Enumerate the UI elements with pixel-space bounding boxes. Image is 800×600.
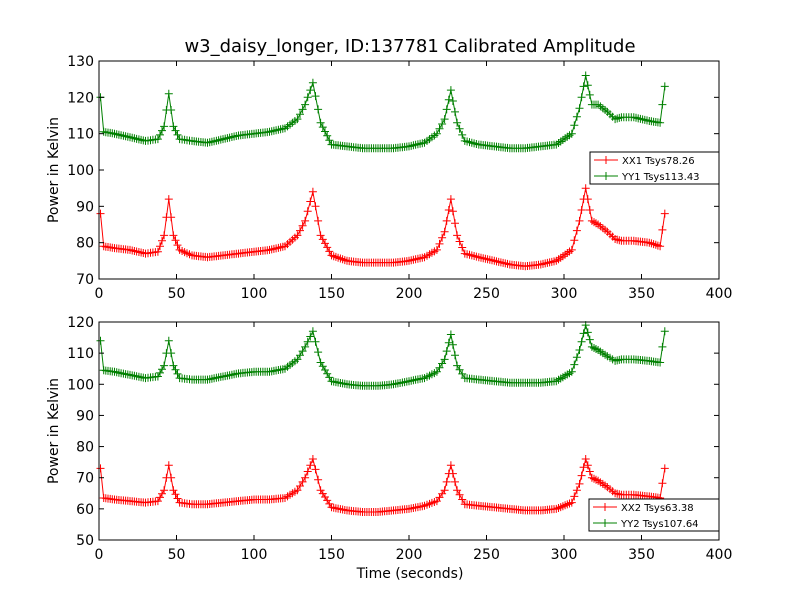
- y-tick-label: 110: [67, 127, 94, 143]
- top-panel-ylabel: Power in Kelvin: [46, 117, 62, 223]
- bottom-panel: 0 50 100 150 200 250 300 350 4005060708090100110…: [46, 315, 732, 582]
- y-tick-label: 100: [67, 163, 94, 179]
- series-markers: [96, 455, 669, 516]
- legend-entry: YY1 Tsys113.43: [594, 172, 700, 183]
- y-tick-label: 50: [76, 533, 94, 549]
- legend-marker-xx2: [601, 503, 609, 511]
- y-tick-label: 120: [67, 315, 94, 331]
- x-tick-label: 150: [318, 547, 345, 563]
- x-tick-label: 300: [551, 547, 578, 563]
- x-tick-label: 0: [95, 286, 104, 302]
- y-tick-label: 70: [76, 471, 94, 487]
- y-tick-label: 70: [76, 272, 94, 288]
- top-panel: 0 50 100 150 200 250 300 350 400 70 80 90 100 110 120 1…: [46, 54, 732, 302]
- x-tick-label: 250: [473, 547, 500, 563]
- legend-label-yy1: YY1 Tsys113.43: [621, 172, 700, 183]
- x-tick-label: 200: [396, 286, 423, 302]
- y-tick-label: 120: [67, 90, 94, 106]
- bottom-panel-series: [96, 321, 669, 516]
- legend-entry: YY2 Tsys107.64: [593, 519, 699, 530]
- y-tick-label: 100: [67, 377, 94, 393]
- x-tick-label: 0: [95, 547, 104, 563]
- bottom-panel-xlabel: Time (seconds): [356, 566, 464, 582]
- top-panel-series: [96, 71, 669, 271]
- top-panel-ticks: 0 50 100 150 200 250 300 350 400 70 80 90 100 110 120 1…: [67, 54, 732, 302]
- bottom-panel-legend: XX2 Tsys63.38 YY2 Tsys107.64: [588, 498, 720, 532]
- x-tick-label: 250: [473, 286, 500, 302]
- y-tick-label: 80: [76, 236, 94, 252]
- chart-title: w3_daisy_longer, ID:137781 Calibrated Am…: [184, 36, 635, 57]
- x-tick-label: 400: [706, 547, 733, 563]
- y-tick-label: 60: [76, 502, 94, 518]
- legend-marker-xx1: [602, 156, 610, 164]
- x-tick-label: 400: [706, 286, 733, 302]
- bottom-panel-ylabel: Power in Kelvin: [46, 378, 62, 484]
- x-tick-label: 50: [168, 547, 186, 563]
- legend-label-xx1: XX1 Tsys78.26: [622, 156, 695, 167]
- x-tick-label: 100: [241, 286, 268, 302]
- legend-entry: XX1 Tsys78.26: [594, 156, 695, 167]
- legend-marker-yy1: [602, 172, 610, 180]
- y-tick-label: 90: [76, 199, 94, 215]
- x-tick-label: 300: [551, 286, 578, 302]
- legend-marker-yy2: [601, 519, 609, 527]
- x-tick-label: 350: [628, 547, 655, 563]
- bottom-panel-ticks: 0 50 100 150 200 250 300 350 4005060708090100110…: [67, 315, 732, 563]
- y-tick-label: 90: [76, 408, 94, 424]
- legend-entry: XX2 Tsys63.38: [593, 503, 694, 514]
- legend-label-yy2: YY2 Tsys107.64: [620, 519, 699, 530]
- x-tick-label: 50: [168, 286, 186, 302]
- top-panel-legend: XX1 Tsys78.26 YY1 Tsys113.43: [589, 151, 720, 185]
- y-tick-label: 80: [76, 440, 94, 456]
- x-tick-label: 100: [241, 547, 268, 563]
- y-tick-label: 130: [67, 54, 94, 70]
- x-tick-label: 200: [396, 547, 423, 563]
- legend-label-xx2: XX2 Tsys63.38: [621, 503, 694, 514]
- series-markers: [96, 184, 669, 271]
- legend-box: [589, 151, 720, 185]
- series-markers: [96, 321, 669, 390]
- x-tick-label: 150: [318, 286, 345, 302]
- legend-box: [588, 498, 720, 532]
- x-tick-label: 350: [628, 286, 655, 302]
- y-tick-label: 110: [67, 346, 94, 362]
